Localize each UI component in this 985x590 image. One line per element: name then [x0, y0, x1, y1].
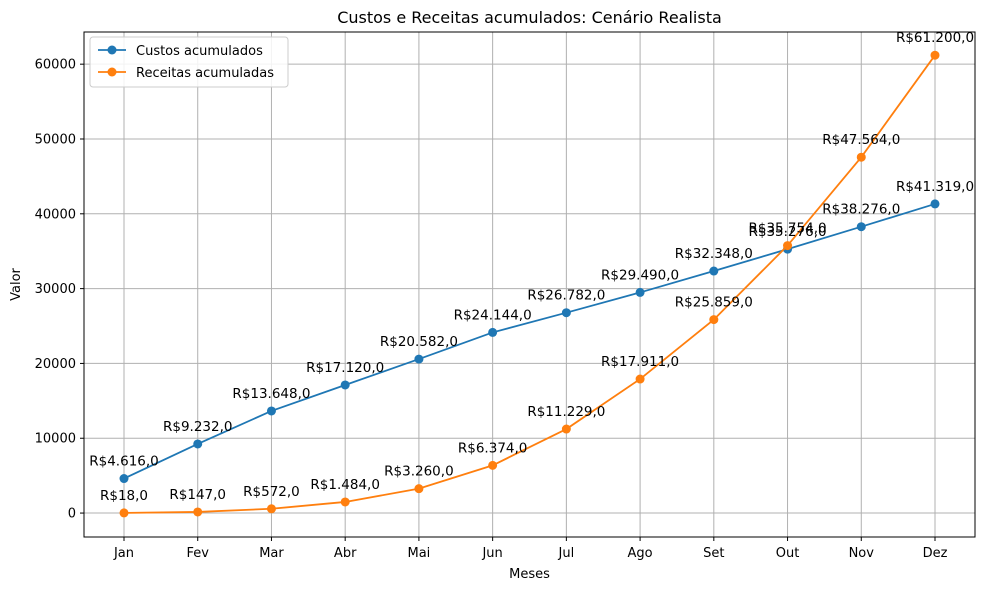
- data-label: R$6.374,0: [458, 440, 528, 456]
- x-tick-label: Mar: [259, 546, 284, 561]
- data-label: R$41.319,0: [896, 179, 974, 195]
- x-tick-label: Set: [703, 546, 724, 561]
- data-point: [266, 406, 276, 416]
- x-tick-label: Dez: [923, 546, 948, 561]
- data-point: [488, 460, 498, 470]
- data-point: [783, 241, 793, 251]
- x-tick-label: Fev: [186, 546, 209, 561]
- data-label: R$17.120,0: [306, 360, 384, 376]
- data-point: [193, 507, 203, 517]
- data-label: R$25.859,0: [675, 295, 753, 311]
- series-revenue: [119, 50, 940, 518]
- data-point: [119, 474, 129, 484]
- y-tick-label: 60000: [35, 58, 76, 73]
- x-tick-label: Ago: [628, 546, 653, 561]
- legend-box: [89, 36, 289, 88]
- data-point: [561, 308, 571, 318]
- y-tick-label: 20000: [35, 357, 76, 372]
- legend-label-revenue: Receitas acumuladas: [136, 66, 274, 81]
- data-label: R$32.348,0: [675, 246, 753, 262]
- data-labels: R$4.616,0 R$9.232,0 R$13.648,0 R$17.120,0 R$…: [89, 30, 974, 504]
- data-point: [414, 354, 424, 364]
- data-label: R$9.232,0: [163, 419, 233, 435]
- data-label: R$18,0: [100, 488, 148, 504]
- y-tick-label: 0: [68, 507, 76, 522]
- data-label: R$35.276,0: [748, 224, 826, 240]
- data-label: R$11.229,0: [527, 404, 605, 420]
- y-tick-label: 40000: [35, 207, 76, 222]
- data-point: [635, 287, 645, 297]
- x-axis-title: Meses: [509, 567, 550, 582]
- grid: [84, 32, 975, 537]
- data-label: R$13.648,0: [232, 386, 310, 402]
- data-label: R$26.782,0: [527, 288, 605, 304]
- data-point: [119, 508, 129, 518]
- data-point: [856, 152, 866, 162]
- plot-frame: [83, 31, 976, 538]
- data-label: R$3.260,0: [384, 464, 454, 480]
- series-line: [123, 203, 936, 480]
- y-tick-label: 30000: [35, 282, 76, 297]
- data-point: [488, 327, 498, 337]
- data-label: R$20.582,0: [380, 334, 458, 350]
- y-axis-title: Valor: [9, 267, 24, 300]
- x-tick-label: Abr: [334, 546, 357, 561]
- data-label: R$38.276,0: [822, 202, 900, 218]
- data-point: [340, 497, 350, 507]
- x-tick-label: Jun: [481, 546, 502, 561]
- data-label: R$147,0: [169, 487, 226, 503]
- data-point: [856, 222, 866, 232]
- series-layer: [119, 50, 940, 518]
- legend-marker-costs: [107, 45, 117, 55]
- chart-title: Custos e Receitas acumulados: Cenário Re…: [337, 8, 722, 27]
- data-point: [340, 380, 350, 390]
- data-label: R$4.616,0: [89, 454, 159, 470]
- y-tick-label: 50000: [35, 132, 76, 147]
- data-point: [635, 374, 645, 384]
- data-label: R$61.200,0: [896, 30, 974, 46]
- data-label: R$24.144,0: [454, 307, 532, 323]
- data-point: [561, 424, 571, 434]
- series-line: [123, 54, 936, 514]
- data-label: R$35.754,0: [748, 221, 826, 237]
- data-label: R$47.564,0: [822, 132, 900, 148]
- data-label: R$572,0: [243, 484, 300, 500]
- plot-area: [84, 32, 975, 537]
- legend-marker-revenue: [107, 67, 117, 77]
- x-tick-label: Nov: [849, 546, 875, 561]
- x-tick-label: Out: [776, 546, 800, 561]
- data-point: [709, 266, 719, 276]
- data-point: [930, 199, 940, 209]
- data-point: [414, 484, 424, 494]
- x-tick-label: Jul: [558, 546, 575, 561]
- legend: Custos acumulados Receitas acumuladas: [89, 36, 289, 88]
- data-label: R$1.484,0: [310, 477, 380, 493]
- ticks: Jan Fev Mar Abr Mai Jun Jul Ago Set Out Nov Dez 0 100…: [35, 58, 948, 561]
- x-tick-label: Mai: [408, 546, 431, 561]
- data-point: [266, 504, 276, 514]
- data-point: [709, 315, 719, 325]
- series-costs: [119, 199, 940, 484]
- legend-label-costs: Custos acumulados: [136, 44, 263, 59]
- y-tick-label: 10000: [35, 432, 76, 447]
- x-tick-label: Jan: [113, 546, 134, 561]
- data-point: [193, 439, 203, 449]
- data-point: [930, 50, 940, 60]
- data-label: R$29.490,0: [601, 267, 679, 283]
- data-label: R$17.911,0: [601, 354, 679, 370]
